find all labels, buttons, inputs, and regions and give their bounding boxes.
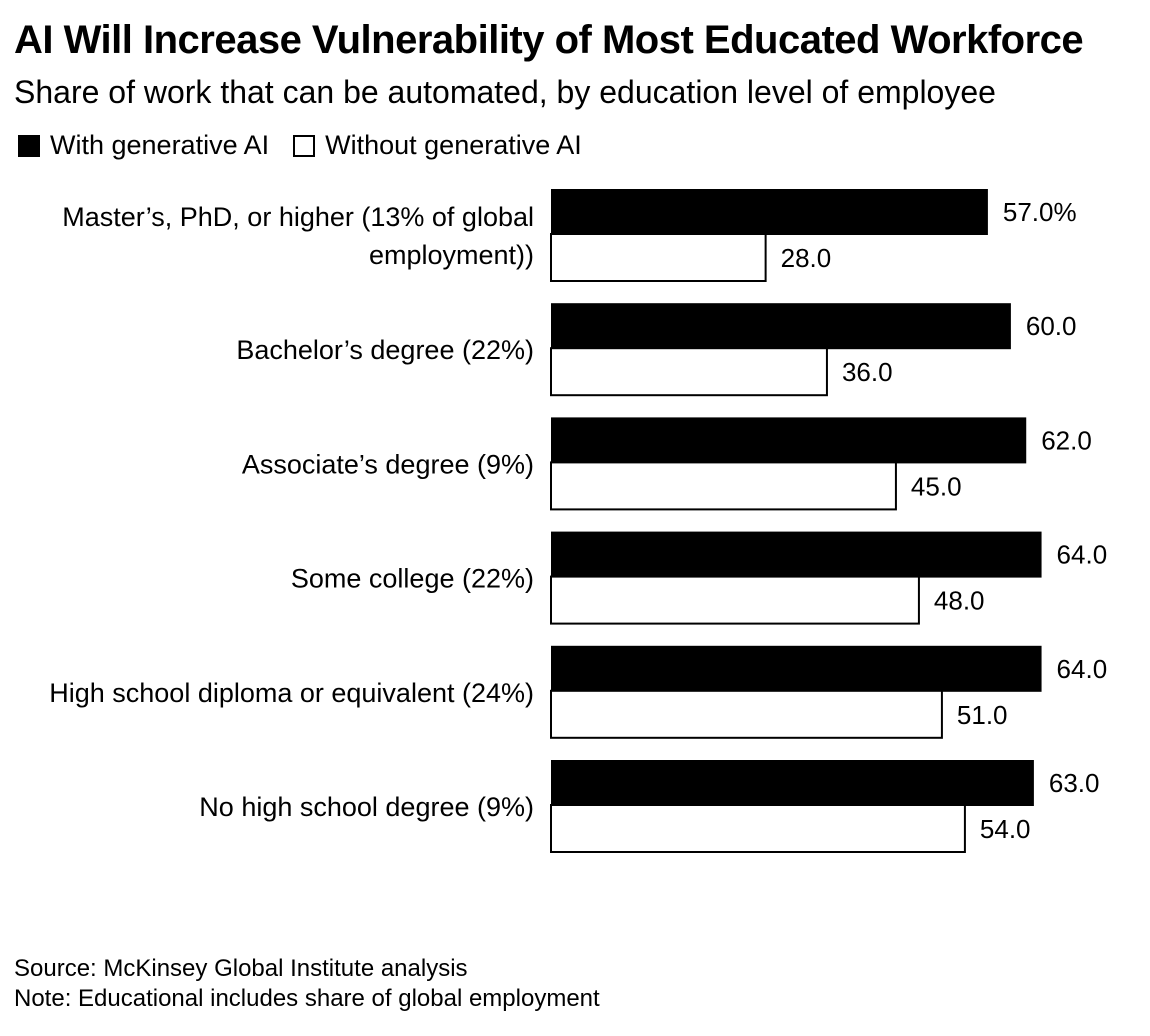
legend-swatch-with-ai bbox=[18, 134, 40, 157]
data-label-without-ai: 28.0 bbox=[781, 243, 832, 273]
data-label-with-ai: 60.0 bbox=[1026, 311, 1077, 341]
bar-without-ai bbox=[550, 804, 966, 853]
bar-with-ai bbox=[551, 531, 1042, 578]
legend-label-with-ai: With generative AI bbox=[50, 130, 270, 160]
bar-with-ai bbox=[551, 189, 988, 235]
data-label-with-ai: 62.0 bbox=[1041, 425, 1092, 455]
data-label-without-ai: 36.0 bbox=[842, 357, 893, 387]
data-label-without-ai: 51.0 bbox=[957, 700, 1008, 730]
source-note: Source: McKinsey Global Institute analys… bbox=[14, 955, 468, 982]
chart-title: AI Will Increase Vulnerability of Most E… bbox=[14, 18, 1084, 62]
data-label-with-ai: 57.0% bbox=[1003, 197, 1077, 227]
bar-without-ai bbox=[550, 461, 897, 511]
bar-with-ai bbox=[551, 417, 1027, 464]
footnote: Note: Educational includes share of glob… bbox=[14, 985, 600, 1012]
bar-without-ai bbox=[550, 347, 828, 397]
bar-without-ai bbox=[550, 575, 920, 625]
category-label: Some college (22%) bbox=[291, 564, 534, 594]
category-label: Bachelor’s degree (22%) bbox=[236, 335, 534, 365]
data-label-without-ai: 45.0 bbox=[911, 471, 962, 501]
category-label: Master’s, PhD, or higher (13% of global bbox=[62, 202, 534, 232]
data-label-without-ai: 54.0 bbox=[980, 814, 1031, 844]
data-label-with-ai: 64.0 bbox=[1057, 540, 1108, 570]
data-label-with-ai: 63.0 bbox=[1049, 768, 1100, 798]
data-label-with-ai: 64.0 bbox=[1057, 654, 1108, 684]
data-label-without-ai: 48.0 bbox=[934, 586, 985, 616]
bar-without-ai bbox=[550, 689, 943, 739]
category-label: employment)) bbox=[369, 240, 534, 270]
legend-label-without-ai: Without generative AI bbox=[325, 130, 582, 160]
legend-swatch-without-ai bbox=[293, 134, 316, 157]
legend-item-without-ai: Without generative AI bbox=[293, 130, 582, 161]
legend: With generative AI Without generative AI bbox=[18, 130, 606, 161]
bar-with-ai bbox=[551, 645, 1042, 692]
category-label: High school diploma or equivalent (24%) bbox=[49, 678, 534, 708]
bar-with-ai bbox=[551, 760, 1034, 806]
chart-subtitle: Share of work that can be automated, by … bbox=[14, 74, 996, 110]
category-label: No high school degree (9%) bbox=[199, 792, 534, 822]
bar-without-ai bbox=[550, 233, 767, 282]
bar-with-ai bbox=[551, 303, 1011, 350]
category-label: Associate’s degree (9%) bbox=[242, 449, 534, 479]
legend-item-with-ai: With generative AI bbox=[18, 130, 269, 161]
